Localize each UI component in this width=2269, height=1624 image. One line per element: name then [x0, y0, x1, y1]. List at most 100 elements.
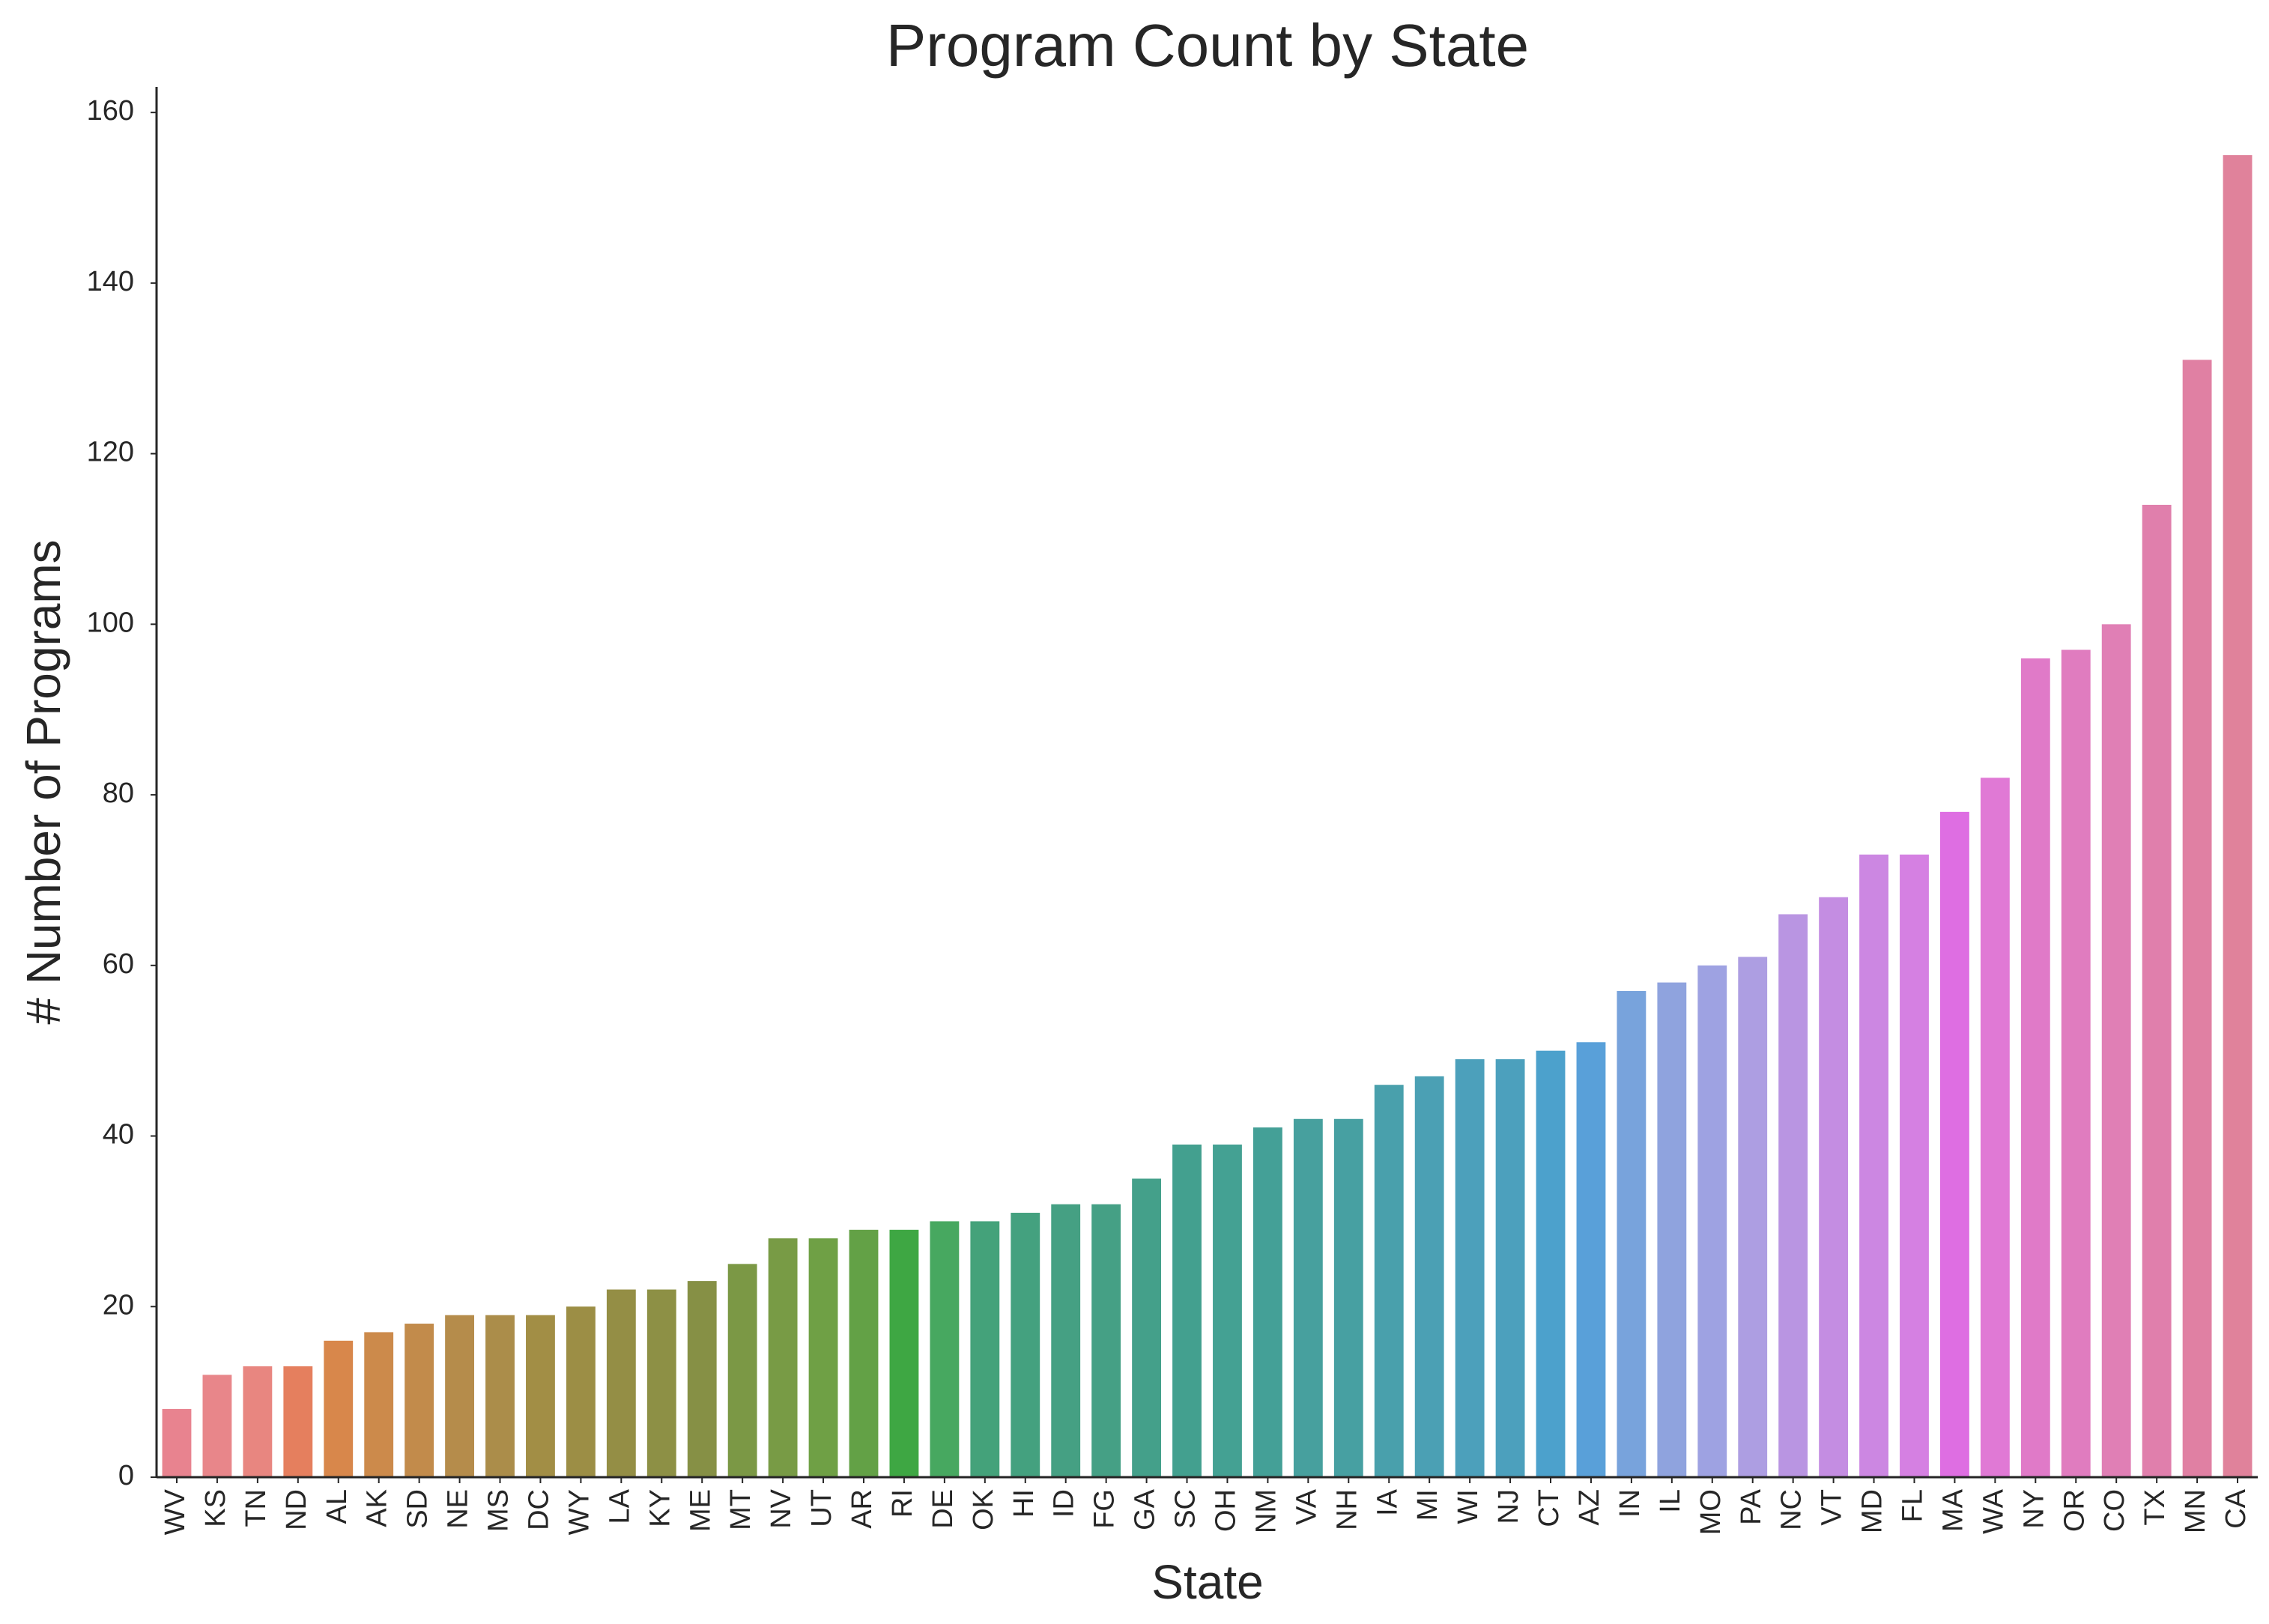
x-tick-label: OH: [1211, 1489, 1242, 1532]
y-tick-label: 160: [87, 95, 134, 127]
bar-ri: [889, 1229, 919, 1477]
bar-mn: [2182, 360, 2212, 1477]
bar-md: [1859, 854, 1888, 1477]
x-tick-label: SD: [402, 1489, 434, 1529]
x-tick-label: FL: [1897, 1489, 1929, 1522]
bar-ks: [202, 1375, 232, 1477]
x-tick-label: DC: [523, 1489, 554, 1530]
x-tick-label: MN: [2180, 1489, 2211, 1533]
bar-hi: [1011, 1213, 1040, 1477]
x-tick-label: OK: [968, 1489, 999, 1530]
x-axis-ticks: WV KS TN ND AL AK SD NE MS DC WY LA KY ME MT NV UT AR RI DE…: [160, 1477, 2252, 1535]
bar-or: [2061, 649, 2091, 1477]
y-tick-label: 60: [103, 948, 134, 980]
x-tick-label: AL: [321, 1489, 353, 1524]
bar-la: [606, 1289, 636, 1477]
bar-mt: [727, 1264, 757, 1477]
bar-fl: [1900, 854, 1929, 1477]
x-tick-label: AK: [362, 1489, 393, 1527]
x-tick-label: OR: [2059, 1489, 2090, 1532]
bar-fg: [1091, 1204, 1121, 1477]
bar-co: [2101, 624, 2131, 1477]
bar-mo: [1697, 965, 1727, 1477]
x-tick-label: CO: [2099, 1489, 2130, 1532]
bar-vt: [1819, 897, 1849, 1477]
x-tick-label: CA: [2220, 1488, 2252, 1528]
y-tick-label: 80: [103, 778, 134, 809]
x-axis-label: State: [1151, 1555, 1263, 1609]
bar-oh: [1213, 1144, 1242, 1477]
x-tick-label: WY: [563, 1489, 595, 1535]
x-tick-label: WA: [1978, 1488, 2009, 1533]
bar-mi: [1414, 1076, 1444, 1477]
y-axis-ticks: 0 20 40 60 80 100 120 140 160: [87, 95, 157, 1491]
bar-sc: [1172, 1144, 1202, 1477]
bar-wi: [1455, 1059, 1485, 1477]
bar-ok: [970, 1221, 1000, 1477]
bar-id: [1051, 1204, 1081, 1477]
x-tick-label: ME: [685, 1489, 716, 1532]
x-tick-label: LA: [604, 1488, 635, 1524]
bar-sd: [405, 1324, 434, 1477]
x-tick-label: AZ: [1574, 1489, 1605, 1526]
x-tick-label: WI: [1452, 1489, 1484, 1524]
x-tick-label: NH: [1331, 1489, 1363, 1530]
x-tick-label: UT: [806, 1489, 837, 1527]
bar-ut: [808, 1238, 838, 1477]
y-tick-label: 140: [87, 266, 134, 297]
x-tick-label: PA: [1736, 1488, 1767, 1525]
x-tick-label: NM: [1250, 1489, 1282, 1533]
x-tick-label: IN: [1614, 1489, 1646, 1518]
bar-de: [930, 1221, 960, 1477]
x-tick-label: MO: [1695, 1489, 1727, 1535]
bar-wv: [162, 1408, 192, 1477]
x-tick-label: IA: [1372, 1488, 1403, 1516]
x-tick-label: NV: [766, 1488, 797, 1528]
x-tick-label: MS: [483, 1489, 515, 1532]
x-tick-label: VA: [1291, 1488, 1322, 1525]
x-tick-label: FG: [1089, 1489, 1121, 1529]
y-tick-label: 20: [103, 1289, 134, 1321]
x-tick-label: KY: [644, 1489, 676, 1527]
bar-pa: [1738, 957, 1768, 1477]
bar-tn: [243, 1366, 273, 1477]
y-tick-label: 40: [103, 1119, 134, 1151]
x-tick-label: NY: [2018, 1489, 2050, 1529]
chart-title: Program Count by State: [886, 12, 1529, 79]
x-tick-label: SC: [1170, 1489, 1202, 1529]
x-tick-label: NE: [443, 1489, 474, 1529]
y-tick-label: 120: [87, 437, 134, 468]
bar-ar: [849, 1229, 879, 1477]
x-tick-label: IL: [1655, 1489, 1686, 1513]
bar-ma: [1940, 811, 1969, 1477]
x-tick-label: MT: [725, 1489, 757, 1530]
x-tick-label: KS: [200, 1489, 231, 1527]
x-tick-label: MA: [1937, 1488, 1969, 1532]
bar-va: [1293, 1118, 1323, 1477]
x-tick-label: WV: [160, 1488, 191, 1535]
bar-az: [1576, 1042, 1606, 1477]
bar-nc: [1778, 914, 1808, 1477]
bar-nd: [283, 1366, 313, 1477]
bar-nm: [1252, 1127, 1282, 1477]
x-tick-label: NJ: [1493, 1489, 1524, 1524]
x-tick-label: CT: [1533, 1489, 1565, 1527]
bar-ky: [646, 1289, 676, 1477]
x-tick-label: TN: [240, 1489, 272, 1527]
y-tick-label: 100: [87, 607, 134, 638]
x-tick-label: VT: [1817, 1489, 1848, 1526]
x-tick-label: RI: [887, 1489, 918, 1518]
bar-nj: [1495, 1059, 1525, 1477]
bar-ne: [445, 1315, 474, 1477]
bar-wa: [1980, 778, 2010, 1477]
bar-ga: [1132, 1178, 1162, 1477]
x-tick-label: AR: [846, 1489, 878, 1529]
bar-tx: [2142, 504, 2172, 1478]
bar-ms: [485, 1315, 515, 1477]
bar-al: [324, 1340, 354, 1477]
x-tick-label: HI: [1008, 1489, 1040, 1518]
bar-ny: [2020, 658, 2050, 1477]
bar-ia: [1374, 1085, 1404, 1477]
